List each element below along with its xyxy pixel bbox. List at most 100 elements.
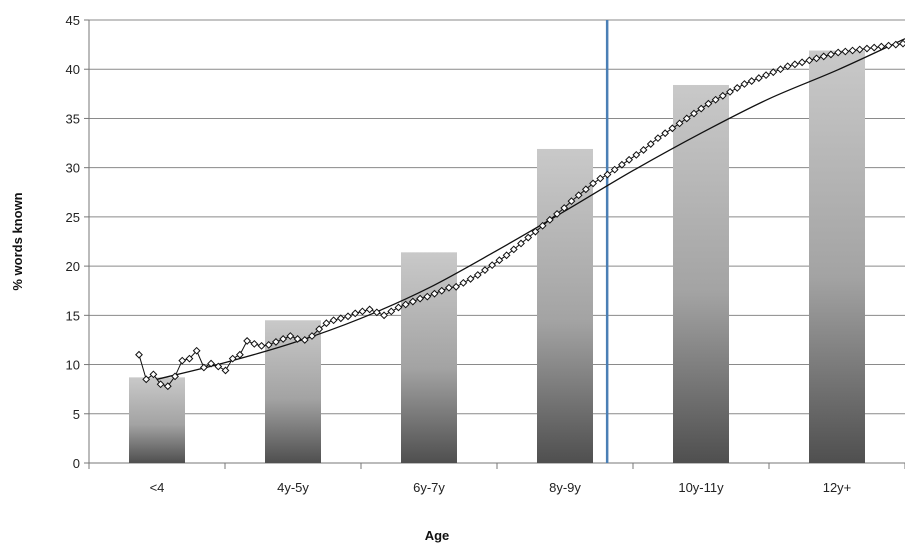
raw-data-marker-65 xyxy=(603,170,612,179)
raw-data-marker-8 xyxy=(192,346,201,355)
raw-data-marker-35 xyxy=(387,307,396,316)
raw-data-marker-3 xyxy=(156,380,165,389)
raw-data-marker-11 xyxy=(214,362,223,371)
raw-data-marker-17 xyxy=(257,341,266,350)
raw-data-marker-87 xyxy=(762,71,770,80)
raw-data-marker-15 xyxy=(243,337,252,345)
raw-data-marker-102 xyxy=(870,43,879,52)
raw-data-marker-97 xyxy=(834,48,843,57)
raw-data-marker-39 xyxy=(416,294,425,303)
raw-data-marker-42 xyxy=(437,286,446,295)
bar-2 xyxy=(401,252,457,463)
raw-data-marker-28 xyxy=(336,314,345,323)
raw-data-marker-50 xyxy=(495,256,504,265)
raw-data-marker-94 xyxy=(812,54,821,63)
raw-data-marker-5 xyxy=(171,372,179,381)
raw-data-marker-20 xyxy=(279,335,288,343)
raw-data-marker-56 xyxy=(538,221,547,230)
raw-data-marker-95 xyxy=(819,52,828,61)
raw-data-marker-84 xyxy=(740,80,749,88)
raw-data-marker-73 xyxy=(661,129,670,138)
raw-data-marker-101 xyxy=(863,44,871,53)
x-tick-label-1: 4y-5y xyxy=(277,480,309,495)
raw-data-marker-70 xyxy=(639,146,648,154)
raw-data-marker-45 xyxy=(459,278,468,287)
raw-data-marker-55 xyxy=(531,227,540,236)
raw-data-marker-47 xyxy=(473,271,482,279)
raw-data-marker-103 xyxy=(877,42,886,51)
y-tick-label-40: 40 xyxy=(66,62,80,77)
raw-data-line xyxy=(138,43,904,387)
raw-data-marker-64 xyxy=(596,174,605,183)
raw-data-marker-82 xyxy=(726,87,734,96)
raw-data-marker-4 xyxy=(163,382,172,391)
raw-data-marker-81 xyxy=(718,91,727,100)
raw-data-marker-44 xyxy=(452,282,461,291)
raw-data-marker-22 xyxy=(293,335,302,343)
y-axis-title: % words known xyxy=(10,192,25,290)
raw-data-marker-37 xyxy=(401,300,410,309)
bar-0 xyxy=(129,377,185,463)
raw-data-marker-38 xyxy=(408,297,417,306)
raw-data-marker-75 xyxy=(675,119,684,128)
raw-data-marker-23 xyxy=(300,336,309,344)
raw-data-marker-80 xyxy=(711,95,720,104)
y-tick-label-30: 30 xyxy=(66,161,80,176)
raw-data-marker-53 xyxy=(517,239,525,248)
bar-4 xyxy=(673,84,729,464)
y-tick-label-15: 15 xyxy=(66,308,80,323)
raw-data-marker-32 xyxy=(365,305,374,314)
raw-data-marker-91 xyxy=(790,60,799,69)
x-tick-label-5: 12y+ xyxy=(823,480,852,495)
raw-data-marker-33 xyxy=(372,308,381,317)
raw-data-marker-83 xyxy=(733,84,742,92)
raw-data-marker-58 xyxy=(553,210,561,218)
raw-data-marker-7 xyxy=(185,354,194,363)
raw-data-marker-34 xyxy=(380,311,388,320)
y-tick-label-25: 25 xyxy=(66,210,80,225)
raw-data-marker-74 xyxy=(668,124,677,133)
raw-data-marker-14 xyxy=(235,350,244,359)
raw-data-marker-31 xyxy=(358,307,367,316)
raw-data-marker-2 xyxy=(149,370,158,379)
raw-data-marker-19 xyxy=(272,338,280,346)
y-tick-label-5: 5 xyxy=(73,407,80,422)
raw-data-marker-30 xyxy=(351,309,360,318)
raw-data-marker-6 xyxy=(178,356,187,365)
raw-data-marker-27 xyxy=(329,316,338,325)
raw-data-marker-10 xyxy=(207,359,215,368)
raw-data-marker-77 xyxy=(690,109,698,118)
raw-data-marker-54 xyxy=(524,233,533,242)
raw-data-marker-93 xyxy=(805,56,814,65)
raw-data-marker-25 xyxy=(315,325,324,334)
raw-data-marker-43 xyxy=(445,283,453,292)
x-tick-label-4: 10y-11y xyxy=(678,480,724,495)
raw-data-marker-71 xyxy=(646,140,655,148)
x-tick-label-2: 6y-7y xyxy=(413,480,445,495)
raw-data-marker-92 xyxy=(798,58,807,67)
raw-data-marker-69 xyxy=(632,150,641,159)
raw-data-marker-100 xyxy=(855,45,864,54)
raw-data-marker-57 xyxy=(545,215,554,224)
raw-data-marker-41 xyxy=(430,289,439,298)
raw-data-marker-89 xyxy=(776,65,785,74)
raw-data-marker-88 xyxy=(769,68,778,77)
raw-data-marker-36 xyxy=(394,303,403,312)
raw-data-marker-59 xyxy=(560,204,569,212)
raw-data-marker-86 xyxy=(754,74,763,82)
raw-data-marker-51 xyxy=(502,251,511,260)
raw-data-marker-72 xyxy=(654,134,662,143)
raw-data-marker-79 xyxy=(704,99,713,108)
raw-data-marker-98 xyxy=(841,47,850,56)
raw-data-marker-13 xyxy=(228,354,237,363)
raw-data-marker-63 xyxy=(589,179,597,188)
raw-data-marker-99 xyxy=(848,46,857,55)
raw-data-marker-68 xyxy=(625,155,634,164)
raw-data-marker-16 xyxy=(250,339,259,348)
y-tick-label-20: 20 xyxy=(66,259,80,274)
raw-data-marker-104 xyxy=(884,41,893,50)
y-tick-label-35: 35 xyxy=(66,111,80,126)
raw-data-marker-18 xyxy=(264,340,273,349)
